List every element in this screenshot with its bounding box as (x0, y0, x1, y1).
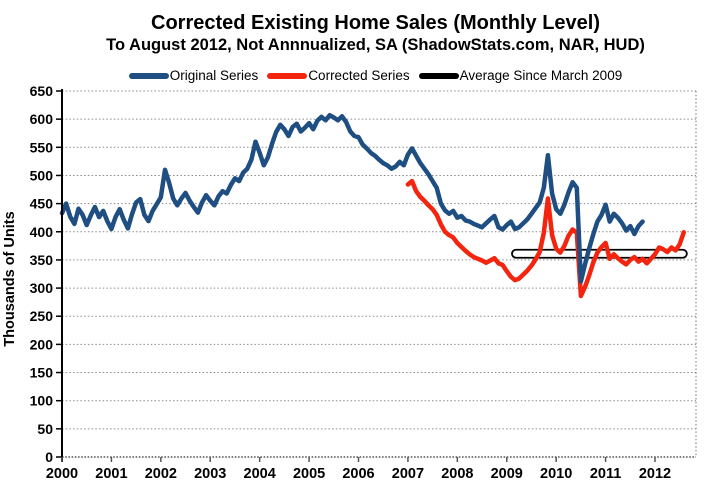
legend-label-corrected-series: Corrected Series (308, 68, 410, 83)
corrected-series-line (405, 178, 687, 299)
y-tick-label-200: 200 (30, 336, 54, 352)
legend-item-average-since-march-2009: Average Since March 2009 (418, 68, 623, 83)
x-tick-label-2009: 2009 (491, 466, 523, 482)
legend-label-average-since-march-2009: Average Since March 2009 (459, 68, 623, 83)
y-tick-label-350: 350 (30, 252, 54, 268)
x-tick-label-2003: 2003 (194, 466, 226, 482)
y-tick-label-400: 400 (30, 224, 54, 240)
x-tick-label-2011: 2011 (590, 466, 621, 482)
y-tick-label-50: 50 (37, 421, 53, 437)
y-tick-label-450: 450 (30, 196, 54, 212)
y-tick-label-550: 550 (30, 139, 54, 155)
legend-line-original-series (128, 72, 169, 79)
y-tick-label-300: 300 (30, 280, 54, 296)
x-tick-label-2007: 2007 (392, 466, 424, 482)
legend: Original Series Corrected Series Average S… (30, 68, 721, 83)
x-tick-label-2001: 2001 (95, 466, 127, 482)
y-tick-label-250: 250 (30, 308, 54, 324)
x-tick-label-2010: 2010 (540, 466, 572, 482)
x-tick-label-2008: 2008 (441, 466, 473, 482)
legend-label-original-series: Original Series (169, 68, 259, 83)
x-tick-label-2002: 2002 (145, 466, 177, 482)
x-tick-label-2006: 2006 (342, 466, 374, 482)
chart-title: Corrected Existing Home Sales (Monthly L… (151, 12, 600, 34)
chart-subtitle: To August 2012, Not Annnualized, SA (Sha… (106, 36, 645, 54)
y-tick-label-500: 500 (30, 167, 54, 183)
x-tick-label-2005: 2005 (293, 466, 325, 482)
y-axis-title: Thousands of Units (2, 211, 18, 346)
y-tick-label-0: 0 (45, 449, 53, 465)
y-tick-label-650: 650 (30, 83, 54, 99)
legend-item-corrected-series: Corrected Series (267, 68, 410, 83)
y-tick-label-100: 100 (30, 393, 54, 409)
legend-line-corrected-series (267, 72, 308, 79)
original-series-line (59, 112, 645, 284)
legend-item-original-series: Original Series (128, 68, 259, 83)
y-tick-label-600: 600 (30, 111, 54, 127)
x-tick-label-2012: 2012 (639, 466, 671, 482)
legend-line-average-since-march-2009 (418, 72, 459, 79)
x-tick-label-2004: 2004 (244, 466, 276, 482)
x-tick-label-2000: 2000 (46, 466, 78, 482)
y-tick-label-150: 150 (30, 365, 54, 381)
